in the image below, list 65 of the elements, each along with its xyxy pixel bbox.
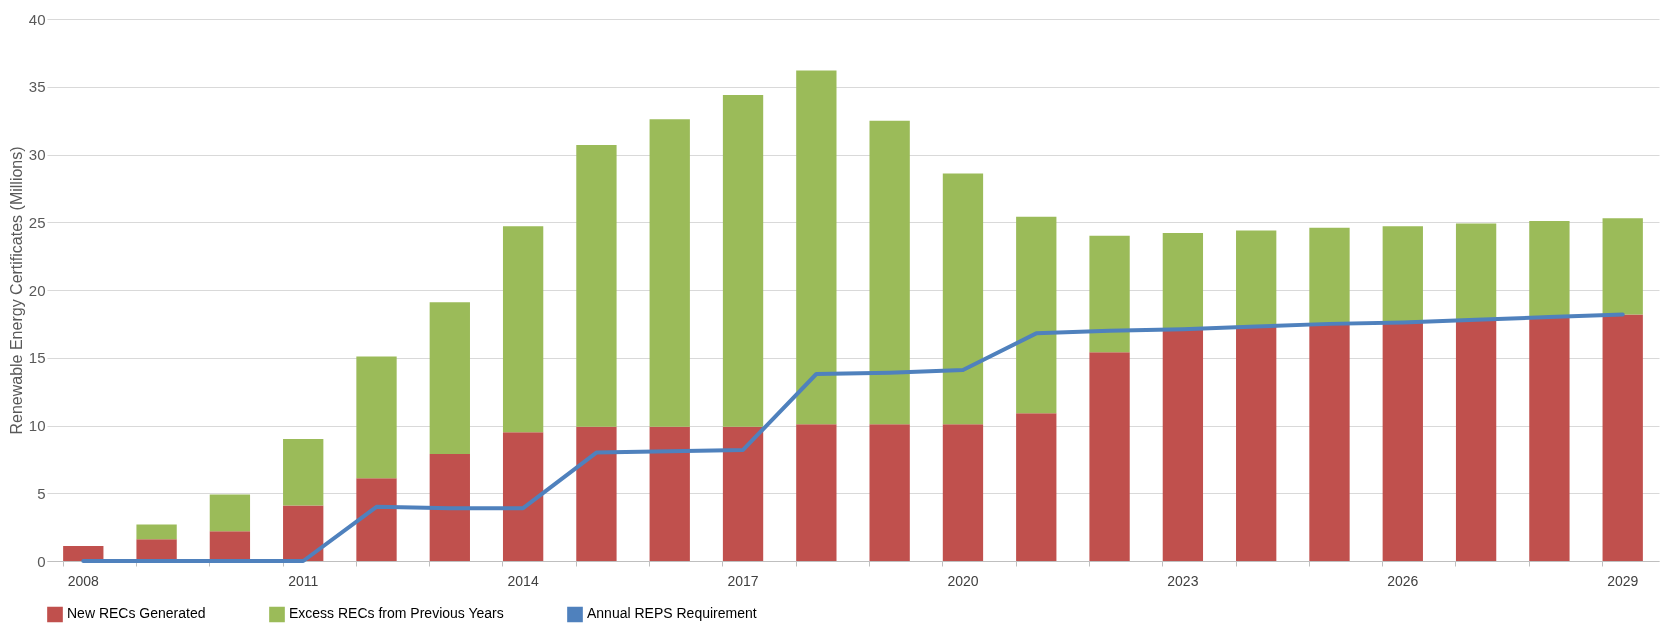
- bar: [283, 439, 324, 506]
- bar: [136, 539, 177, 561]
- bar: [1236, 230, 1277, 327]
- x-tick-label: 2020: [947, 572, 979, 589]
- x-tick-label: 2008: [67, 572, 100, 589]
- bar: [1016, 413, 1057, 561]
- bar: [209, 494, 251, 532]
- bar: [796, 424, 837, 561]
- bar: [136, 524, 177, 540]
- bar: [429, 453, 470, 561]
- legend-label: Annual REPS Requirement: [587, 605, 757, 622]
- y-tick-label: 40: [28, 10, 46, 28]
- bar: [1382, 226, 1423, 323]
- y-tick-label: 25: [28, 213, 46, 231]
- bar: [722, 426, 764, 561]
- bar: [869, 120, 910, 425]
- y-tick-label: 30: [28, 146, 46, 163]
- bar: [1016, 216, 1057, 414]
- bar: [209, 531, 251, 561]
- bar: [1236, 326, 1277, 561]
- bar: [796, 70, 837, 425]
- x-tick-label: 2011: [288, 572, 319, 589]
- bar: [869, 424, 910, 561]
- bar: [356, 356, 397, 479]
- y-tick-label: 0: [37, 552, 46, 570]
- y-tick-label: 20: [28, 281, 46, 299]
- bar: [649, 426, 690, 561]
- bar: [942, 173, 984, 425]
- bar: [283, 505, 324, 561]
- y-tick-label: 35: [28, 78, 46, 96]
- bar: [1382, 322, 1423, 561]
- bar: [1602, 314, 1643, 561]
- x-tick-label: 2014: [507, 572, 539, 589]
- y-tick-label: 15: [28, 349, 46, 367]
- x-tick-label: 2026: [1387, 572, 1419, 589]
- bar: [63, 546, 104, 561]
- bar: [1529, 220, 1570, 318]
- bar: [429, 302, 470, 454]
- bar: [1089, 352, 1130, 561]
- bar: [1162, 233, 1204, 330]
- legend-label: Excess RECs from Previous Years: [289, 605, 504, 622]
- bar: [356, 478, 397, 561]
- bar: [722, 94, 764, 427]
- bar: [1455, 223, 1497, 320]
- y-tick-label: 10: [28, 417, 46, 434]
- bar: [1162, 329, 1204, 561]
- legend-label: New RECs Generated: [67, 605, 206, 622]
- bar: [1529, 317, 1570, 561]
- bar: [942, 424, 984, 561]
- x-tick-label: 2029: [1607, 572, 1639, 589]
- x-tick-label: 2017: [727, 572, 759, 589]
- bar: [576, 426, 617, 561]
- line-series: [81, 312, 1625, 563]
- y-tick-label: 5: [37, 484, 46, 502]
- bar: [502, 226, 544, 433]
- bar: [1309, 227, 1350, 324]
- y-axis-title: Renewable Energy Certificates (Millions): [7, 146, 25, 435]
- bar: [1309, 323, 1350, 561]
- bar: [1089, 235, 1130, 353]
- bar: [502, 432, 544, 561]
- x-tick-label: 2023: [1167, 572, 1199, 589]
- bar: [1602, 218, 1643, 315]
- bar: [1455, 319, 1497, 561]
- bar: [576, 145, 617, 427]
- bar: [649, 119, 690, 427]
